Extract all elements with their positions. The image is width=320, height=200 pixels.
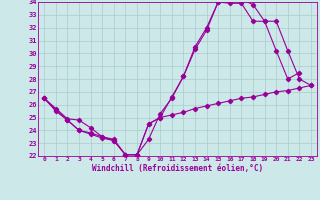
X-axis label: Windchill (Refroidissement éolien,°C): Windchill (Refroidissement éolien,°C) [92,164,263,173]
